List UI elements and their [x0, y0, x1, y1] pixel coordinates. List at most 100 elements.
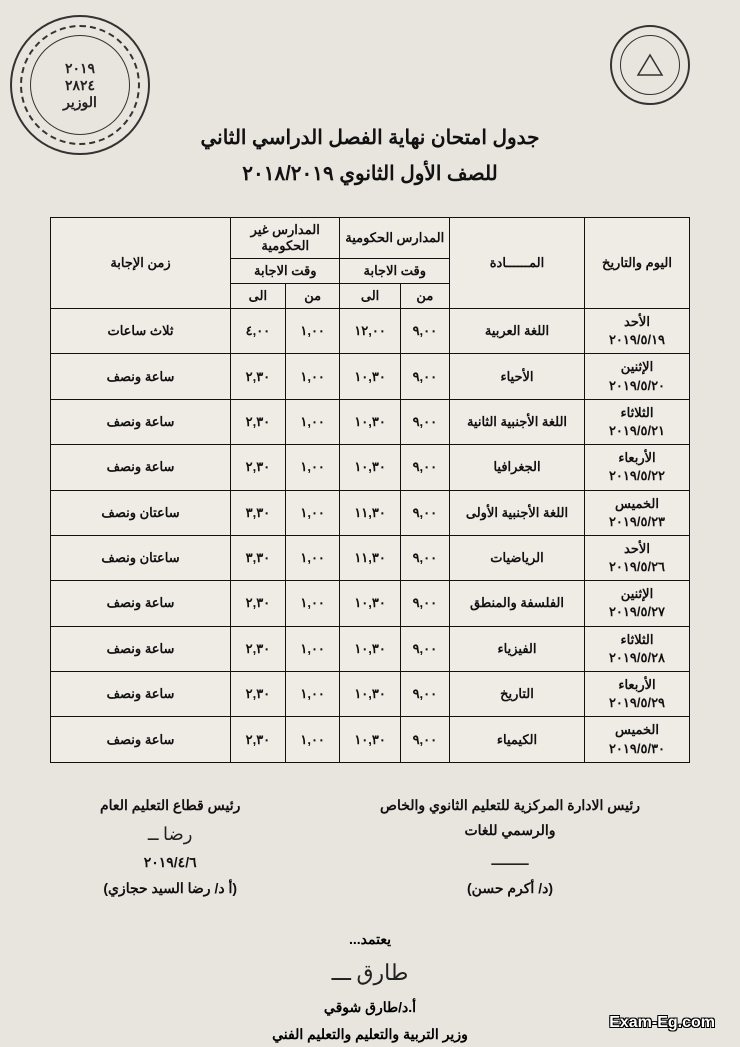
th-day-date: اليوم والتاريخ [585, 218, 690, 309]
th-gov-to: الى [340, 284, 400, 309]
cell-day-date: الأربعاء٢٠١٩/٥/٢٢ [585, 445, 690, 490]
cell-day-date: الأحد٢٠١٩/٥/١٩ [585, 309, 690, 354]
cell-subject: اللغة الأجنبية الثانية [450, 399, 585, 444]
cell-subject: الفيزياء [450, 626, 585, 671]
cell-non-to: ٢,٣٠ [231, 445, 286, 490]
cell-non-from: ١,٠٠ [285, 399, 340, 444]
cell-day-date: الإثنين٢٠١٩/٥/٢٠ [585, 354, 690, 399]
sig-left-name: (أ د/ رضا السيد حجازي) [100, 876, 240, 901]
table-row: الإثنين٢٠١٩/٥/٢٠الأحياء٩,٠٠١٠,٣٠١,٠٠٢,٣٠… [51, 354, 690, 399]
cell-day-date: الأحد٢٠١٩/٥/٢٦ [585, 535, 690, 580]
sig-right-name: (د/ أكرم حسن) [380, 876, 640, 901]
stamp-dashes [20, 25, 140, 145]
cell-subject: التاريخ [450, 672, 585, 717]
sig-left-title: رئيس قطاع التعليم العام [100, 793, 240, 818]
cell-day-date: الثلاثاء٢٠١٩/٥/٢١ [585, 399, 690, 444]
table-row: الأحد٢٠١٩/٥/١٩اللغة العربية٩,٠٠١٢,٠٠١,٠٠… [51, 309, 690, 354]
th-nongov-schools: المدارس غير الحكومية [231, 218, 340, 259]
table-row: الأربعاء٢٠١٩/٥/٢٩التاريخ٩,٠٠١٠,٣٠١,٠٠٢,٣… [51, 672, 690, 717]
cell-duration: ساعة ونصف [51, 581, 231, 626]
cell-gov-to: ١٠,٣٠ [340, 445, 400, 490]
cell-day-date: الخميس٢٠١٩/٥/٣٠ [585, 717, 690, 762]
cell-gov-from: ٩,٠٠ [400, 581, 449, 626]
cell-gov-from: ٩,٠٠ [400, 535, 449, 580]
cell-non-from: ١,٠٠ [285, 445, 340, 490]
title-line2: للصف الأول الثانوي ٢٠١٨/٢٠١٩ [40, 156, 700, 192]
signature-right: رئيس الادارة المركزية للتعليم الثانوي وا… [380, 793, 640, 901]
cell-non-to: ٢,٣٠ [231, 626, 286, 671]
table-row: الثلاثاء٢٠١٩/٥/٢٨الفيزياء٩,٠٠١٠,٣٠١,٠٠٢,… [51, 626, 690, 671]
cell-non-from: ١,٠٠ [285, 354, 340, 399]
cell-subject: الجغرافيا [450, 445, 585, 490]
th-gov-schools: المدارس الحكومية [340, 218, 450, 259]
cell-non-to: ٢,٣٠ [231, 354, 286, 399]
cell-subject: اللغة الأجنبية الأولى [450, 490, 585, 535]
stamp-seal: ٢٠١٩ ٢٨٢٤ الوزير [10, 15, 150, 155]
cell-gov-to: ١٠,٣٠ [340, 717, 400, 762]
sig-left-date: ٢٠١٩/٤/٦ [100, 850, 240, 875]
cell-non-from: ١,٠٠ [285, 581, 340, 626]
cell-day-date: الخميس٢٠١٩/٥/٢٣ [585, 490, 690, 535]
sig-center-scribble: طارق ـــ [40, 952, 700, 994]
cell-gov-to: ١٢,٠٠ [340, 309, 400, 354]
table-row: الثلاثاء٢٠١٩/٥/٢١اللغة الأجنبية الثانية٩… [51, 399, 690, 444]
cell-non-to: ٢,٣٠ [231, 399, 286, 444]
cell-gov-from: ٩,٠٠ [400, 672, 449, 717]
cell-non-to: ٣,٣٠ [231, 535, 286, 580]
cell-duration: ساعتان ونصف [51, 535, 231, 580]
ministry-logo [610, 25, 690, 105]
cell-gov-from: ٩,٠٠ [400, 445, 449, 490]
th-subject: المــــــادة [450, 218, 585, 309]
cell-non-to: ٤,٠٠ [231, 309, 286, 354]
cell-non-to: ٢,٣٠ [231, 672, 286, 717]
signature-center: يعتمد... طارق ـــ أ.د/طارق شوقي وزير الت… [40, 926, 700, 1047]
th-gov-from: من [400, 284, 449, 309]
cell-subject: الرياضيات [450, 535, 585, 580]
table-row: الأحد٢٠١٩/٥/٢٦الرياضيات٩,٠٠١١,٣٠١,٠٠٣,٣٠… [51, 535, 690, 580]
cell-non-from: ١,٠٠ [285, 490, 340, 535]
sig-center-approve: يعتمد... [40, 926, 700, 953]
title-line1: جدول امتحان نهاية الفصل الدراسي الثاني [40, 120, 700, 156]
cell-non-from: ١,٠٠ [285, 535, 340, 580]
cell-subject: الفلسفة والمنطق [450, 581, 585, 626]
cell-gov-from: ٩,٠٠ [400, 490, 449, 535]
table-row: الإثنين٢٠١٩/٥/٢٧الفلسفة والمنطق٩,٠٠١٠,٣٠… [51, 581, 690, 626]
cell-non-from: ١,٠٠ [285, 672, 340, 717]
cell-gov-from: ٩,٠٠ [400, 626, 449, 671]
cell-subject: الكيمياء [450, 717, 585, 762]
sig-left-scribble: رضا ــ [100, 818, 240, 850]
table-row: الخميس٢٠١٩/٥/٣٠الكيمياء٩,٠٠١٠,٣٠١,٠٠٢,٣٠… [51, 717, 690, 762]
cell-subject: اللغة العربية [450, 309, 585, 354]
cell-duration: ساعتان ونصف [51, 490, 231, 535]
sig-center-name: أ.د/طارق شوقي [40, 994, 700, 1021]
cell-duration: ثلاث ساعات [51, 309, 231, 354]
cell-gov-to: ١٠,٣٠ [340, 626, 400, 671]
cell-gov-to: ١٠,٣٠ [340, 581, 400, 626]
signatures-row: رئيس الادارة المركزية للتعليم الثانوي وا… [100, 793, 640, 901]
cell-gov-from: ٩,٠٠ [400, 309, 449, 354]
table-body: الأحد٢٠١٩/٥/١٩اللغة العربية٩,٠٠١٢,٠٠١,٠٠… [51, 309, 690, 763]
th-gov-anstime: وقت الاجابة [340, 259, 450, 284]
th-nongov-anstime: وقت الاجابة [231, 259, 340, 284]
cell-gov-to: ١١,٣٠ [340, 535, 400, 580]
cell-duration: ساعة ونصف [51, 717, 231, 762]
cell-non-from: ١,٠٠ [285, 717, 340, 762]
table-row: الخميس٢٠١٩/٥/٢٣اللغة الأجنبية الأولى٩,٠٠… [51, 490, 690, 535]
cell-gov-to: ١٠,٣٠ [340, 672, 400, 717]
cell-gov-to: ١٠,٣٠ [340, 399, 400, 444]
cell-non-from: ١,٠٠ [285, 626, 340, 671]
sig-right-scribble: ـــــــ [380, 843, 640, 875]
cell-day-date: الإثنين٢٠١٩/٥/٢٧ [585, 581, 690, 626]
sig-right-title: رئيس الادارة المركزية للتعليم الثانوي وا… [380, 793, 640, 818]
cell-non-to: ٢,٣٠ [231, 717, 286, 762]
sig-center-title: وزير التربية والتعليم والتعليم الفني [40, 1021, 700, 1047]
cell-gov-from: ٩,٠٠ [400, 717, 449, 762]
cell-day-date: الأربعاء٢٠١٩/٥/٢٩ [585, 672, 690, 717]
th-nongov-from: من [285, 284, 340, 309]
signature-left: رئيس قطاع التعليم العام رضا ــ ٢٠١٩/٤/٦ … [100, 793, 240, 901]
th-duration: زمن الإجابة [51, 218, 231, 309]
cell-non-from: ١,٠٠ [285, 309, 340, 354]
cell-duration: ساعة ونصف [51, 445, 231, 490]
sig-right-sub: والرسمي للغات [380, 818, 640, 843]
table-head: اليوم والتاريخ المــــــادة المدارس الحك… [51, 218, 690, 309]
